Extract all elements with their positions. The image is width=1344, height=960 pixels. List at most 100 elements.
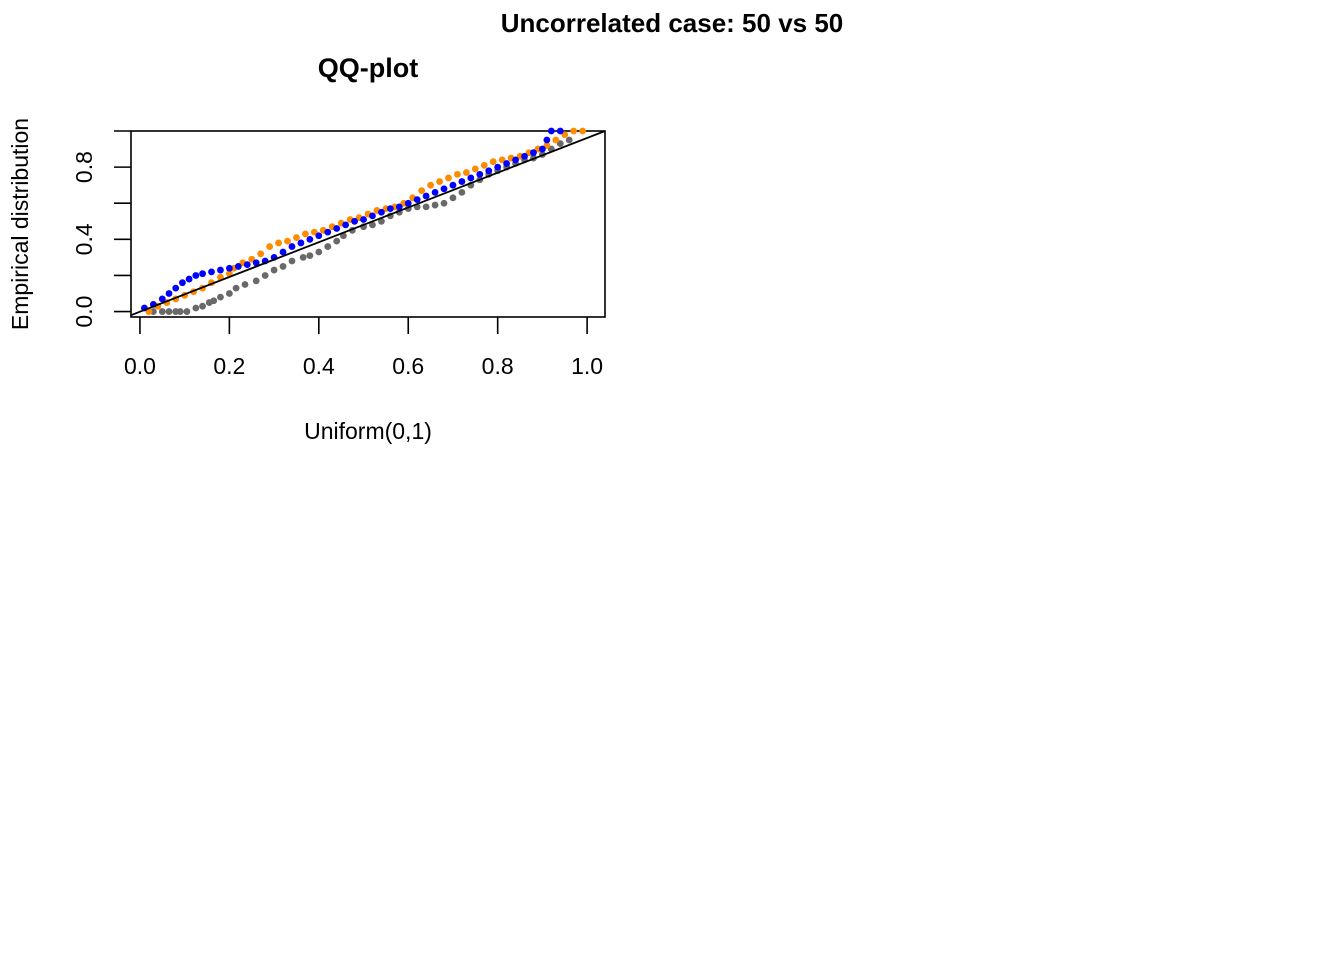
data-point-series-1 — [192, 304, 200, 312]
y-tick-label: 0.8 — [71, 151, 97, 183]
data-point-series-2 — [418, 187, 426, 194]
y-axis-label: Empirical distribution — [7, 118, 33, 330]
data-point-series-3 — [404, 199, 412, 207]
data-point-series-1 — [158, 308, 166, 315]
data-point-series-3 — [199, 270, 206, 278]
x-tick-label: 0.0 — [124, 353, 156, 379]
data-point-series-1 — [176, 308, 184, 315]
data-point-series-3 — [192, 272, 200, 279]
plot-title: QQ-plot — [318, 53, 418, 83]
data-point-series-3 — [476, 170, 484, 178]
data-point-series-2 — [462, 169, 470, 176]
data-point-series-2 — [579, 127, 587, 135]
data-point-series-3 — [165, 290, 173, 297]
data-point-series-3 — [360, 216, 367, 223]
qq-plot: 0.0 0.2 0.4 0.6 0.8 1.0 0.0 0.4 0.8 — [71, 127, 606, 379]
data-point-series-3 — [243, 261, 251, 269]
data-point-series-1 — [199, 302, 206, 310]
data-point-series-2 — [284, 237, 291, 245]
x-tick-label: 0.8 — [482, 353, 514, 379]
x-tick-label: 0.2 — [213, 353, 245, 379]
data-point-series-1 — [279, 263, 287, 270]
data-point-series-1 — [288, 257, 296, 265]
data-point-series-2 — [436, 178, 443, 185]
data-point-series-1 — [458, 188, 466, 196]
data-point-series-1 — [241, 281, 249, 288]
data-point-series-3 — [217, 266, 224, 274]
data-points — [141, 127, 587, 315]
data-point-series-1 — [315, 248, 323, 256]
y-axis: 0.0 0.4 0.8 — [71, 130, 131, 328]
data-point-series-3 — [378, 208, 385, 216]
data-point-series-3 — [297, 239, 305, 247]
data-point-series-1 — [299, 254, 307, 261]
data-point-series-1 — [565, 136, 573, 144]
data-point-series-3 — [538, 145, 546, 153]
data-point-series-3 — [208, 268, 215, 276]
data-point-series-1 — [378, 217, 385, 225]
data-point-series-3 — [172, 284, 180, 292]
data-point-series-1 — [440, 199, 448, 207]
data-point-series-3 — [342, 221, 350, 229]
data-point-series-3 — [503, 160, 511, 167]
data-point-series-2 — [293, 234, 300, 241]
data-point-series-2 — [257, 250, 265, 258]
data-point-series-1 — [252, 277, 260, 285]
data-point-series-1 — [324, 243, 332, 250]
data-point-series-1 — [333, 237, 341, 245]
reference-line — [131, 131, 605, 317]
data-point-series-2 — [489, 158, 497, 166]
data-point-series-1 — [165, 308, 173, 315]
data-point-series-2 — [552, 136, 560, 144]
data-point-series-3 — [440, 185, 448, 193]
data-point-series-3 — [369, 212, 376, 220]
data-point-series-2 — [454, 170, 461, 178]
data-point-series-3 — [185, 275, 193, 283]
data-point-series-1 — [217, 293, 224, 301]
y-tick-label: 0.4 — [71, 223, 97, 255]
data-point-series-3 — [458, 178, 466, 185]
data-point-series-3 — [547, 127, 555, 135]
data-point-series-1 — [270, 266, 278, 274]
data-point-series-1 — [261, 272, 269, 279]
data-point-series-3 — [324, 228, 332, 236]
data-point-series-2 — [427, 181, 435, 189]
data-point-series-1 — [369, 221, 376, 229]
x-axis: 0.0 0.2 0.4 0.6 0.8 1.0 — [124, 317, 603, 379]
data-point-series-3 — [530, 149, 537, 157]
data-point-series-3 — [467, 174, 475, 182]
data-point-series-3 — [225, 264, 233, 272]
data-point-series-3 — [485, 167, 493, 175]
data-point-series-3 — [431, 188, 439, 196]
x-tick-label: 0.4 — [303, 353, 335, 379]
data-point-series-1 — [210, 297, 218, 305]
x-tick-label: 1.0 — [571, 353, 603, 379]
data-point-series-3 — [494, 163, 502, 171]
data-point-series-3 — [234, 263, 242, 270]
data-point-series-3 — [333, 225, 341, 232]
data-point-series-2 — [445, 174, 452, 182]
data-point-series-3 — [386, 205, 394, 213]
plot-frame — [130, 130, 606, 318]
data-point-series-3 — [556, 127, 564, 135]
data-point-series-3 — [158, 295, 166, 303]
data-point-series-3 — [315, 232, 323, 240]
data-point-series-3 — [279, 248, 287, 256]
data-point-series-1 — [306, 252, 314, 260]
data-point-series-3 — [422, 192, 430, 200]
data-point-series-2 — [480, 161, 488, 169]
data-point-series-2 — [570, 127, 578, 135]
data-point-series-3 — [521, 152, 528, 160]
data-point-series-3 — [306, 235, 314, 243]
data-point-series-2 — [275, 239, 282, 247]
data-point-series-1 — [431, 201, 439, 209]
data-point-series-3 — [413, 196, 421, 204]
data-point-series-2 — [471, 165, 479, 173]
data-point-series-3 — [351, 217, 358, 225]
data-point-series-3 — [543, 136, 551, 144]
data-point-series-2 — [266, 243, 274, 250]
data-point-series-3 — [252, 259, 260, 267]
data-point-series-2 — [301, 230, 309, 238]
x-axis-label: Uniform(0,1) — [304, 418, 432, 444]
